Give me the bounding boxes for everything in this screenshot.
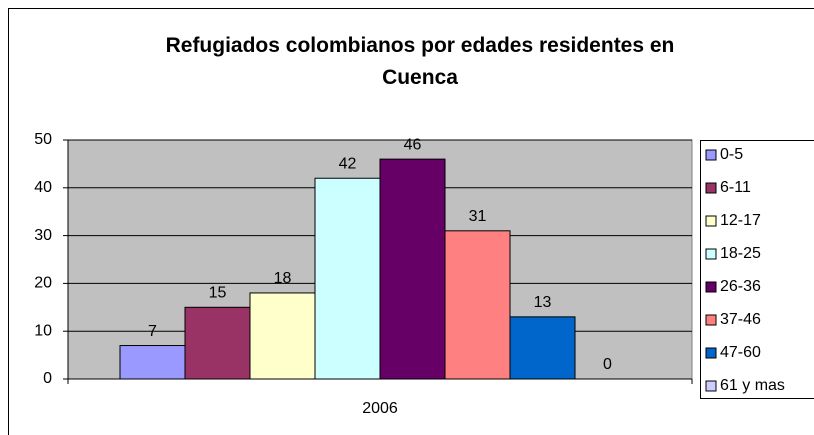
- legend-label: 47-60: [720, 344, 761, 361]
- bar: [249, 292, 316, 380]
- legend-swatch: [705, 314, 717, 326]
- data-label: 15: [209, 285, 227, 302]
- y-tick-label: 10: [34, 322, 52, 339]
- data-label: 13: [534, 294, 552, 311]
- legend-label: 6-11: [720, 179, 751, 196]
- legend-swatch: [705, 215, 717, 227]
- legend-label: 12-17: [720, 212, 761, 229]
- data-label: 31: [469, 208, 487, 225]
- legend-label: 61 y mas: [720, 377, 785, 394]
- legend-label: 37-46: [720, 311, 761, 328]
- data-label: 0: [603, 356, 612, 373]
- legend-swatch: [705, 182, 717, 194]
- bar: [184, 306, 251, 380]
- bar: [509, 316, 576, 380]
- y-tick-label: 20: [34, 275, 52, 292]
- data-label: 42: [339, 155, 357, 172]
- bar: [379, 158, 446, 380]
- data-label: 18: [274, 270, 292, 287]
- y-tick-label: 40: [34, 179, 52, 196]
- data-label: 7: [148, 323, 157, 340]
- legend-swatch: [705, 248, 717, 260]
- legend-label: 18-25: [720, 245, 761, 262]
- legend-swatch: [705, 347, 717, 359]
- y-tick-label: 30: [34, 227, 52, 244]
- legend-swatch: [705, 149, 717, 161]
- chart-title: Refugiados colombianos por edades reside…: [165, 34, 675, 89]
- legend-swatch: [705, 380, 717, 392]
- bar: [119, 345, 186, 380]
- legend-swatch: [705, 281, 717, 293]
- bar: [314, 177, 381, 380]
- y-tick-label: 50: [34, 131, 52, 148]
- legend-label: 26-36: [720, 278, 761, 295]
- bar: [444, 230, 511, 380]
- data-label: 46: [404, 136, 422, 153]
- x-tick-label: 2006: [362, 400, 398, 417]
- legend-label: 0-5: [720, 146, 743, 163]
- legend-box: [700, 140, 814, 399]
- y-tick-label: 0: [43, 370, 52, 387]
